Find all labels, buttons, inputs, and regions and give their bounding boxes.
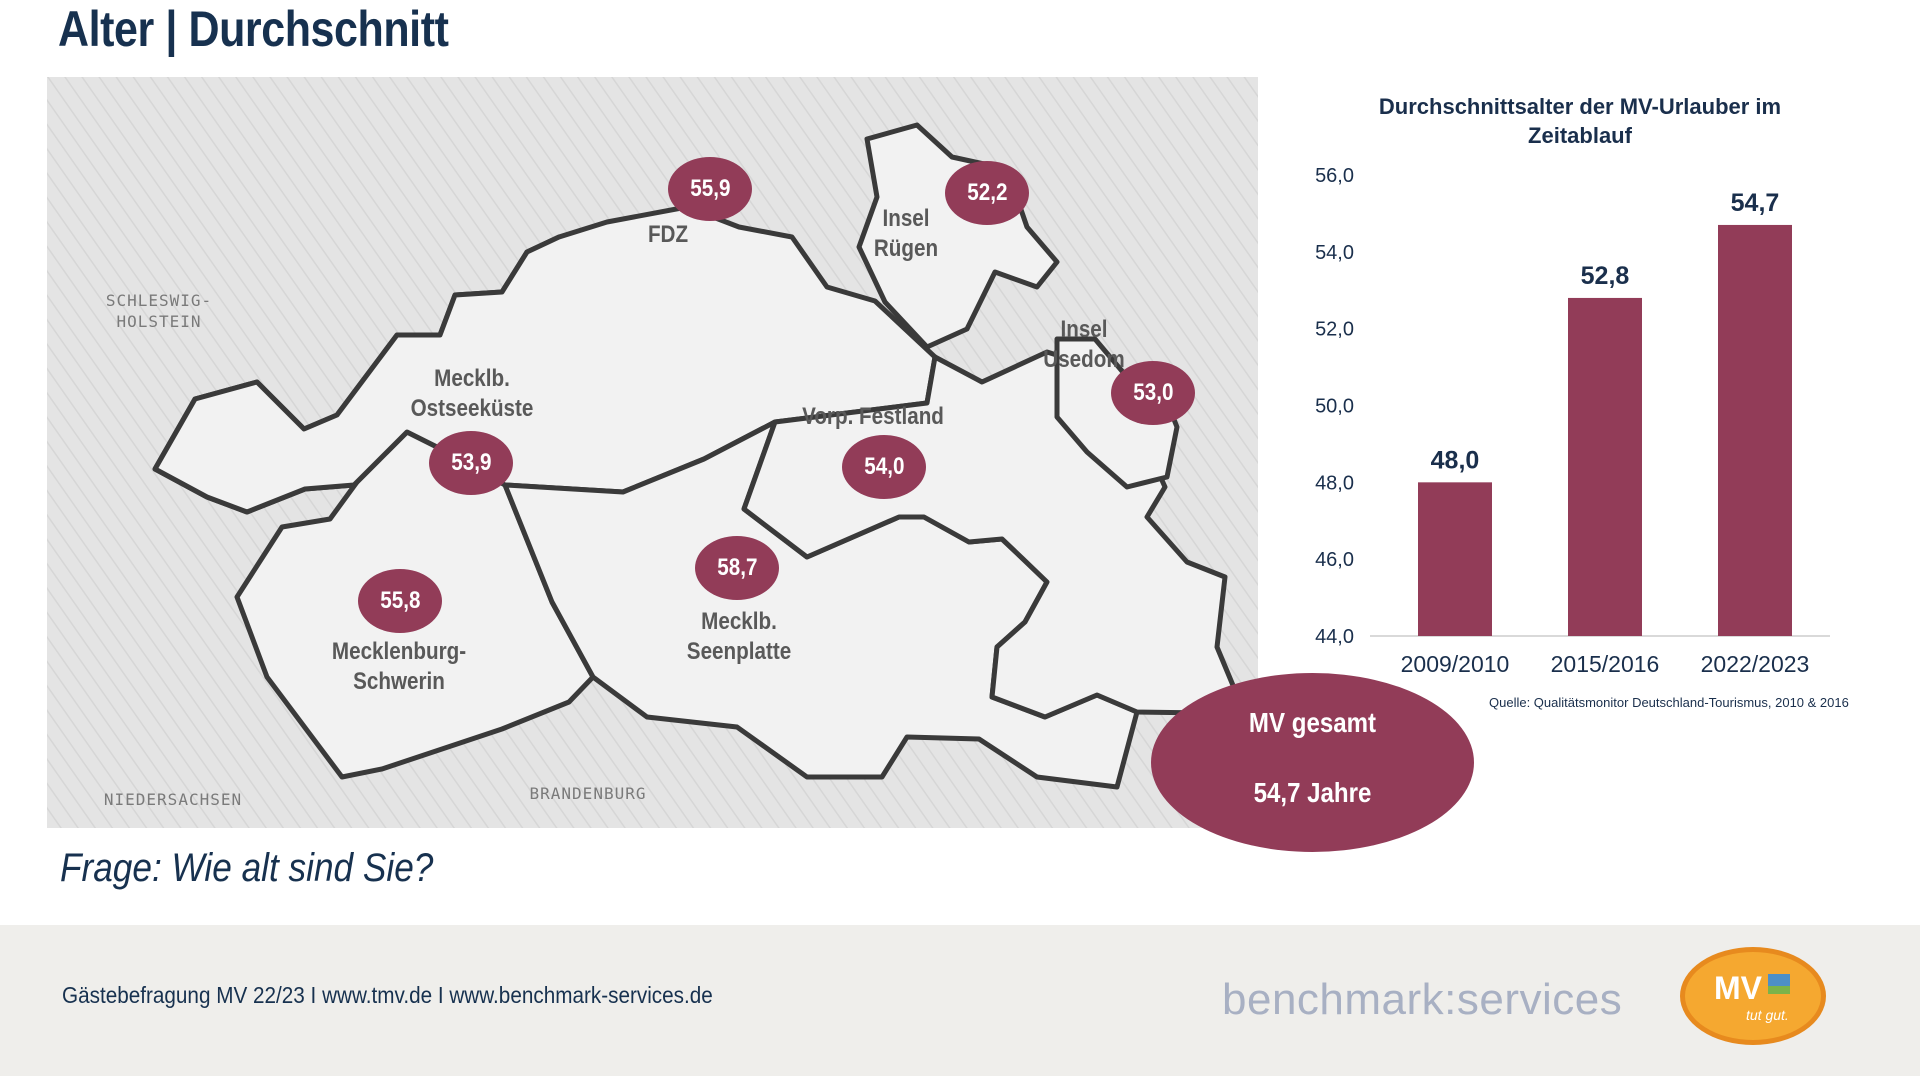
chart-source: Quelle: Qualitätsmonitor Deutschland-Tou… — [1489, 695, 1849, 710]
region-label-usedom: Insel Usedom — [1043, 316, 1125, 373]
value-badge-fdz: 55,9 — [668, 157, 752, 221]
x-tick-label: 2015/2016 — [1551, 651, 1660, 677]
y-tick-label: 46,0 — [1315, 549, 1354, 571]
bar — [1718, 224, 1792, 637]
value-badge-ruegen: 52,2 — [945, 161, 1029, 225]
y-tick-label: 44,0 — [1315, 626, 1354, 648]
region-label-seenplatte: Mecklb. Seenplatte — [686, 608, 792, 665]
state-label-niedersachsen: NIEDERSACHSEN — [103, 790, 243, 809]
benchmark-services-logo: benchmark:services — [1222, 975, 1623, 1024]
bar-chart: 44,0 46,0 48,0 50,0 52,0 54,0 56,0 48,0 2009/201… — [1315, 165, 1830, 677]
footer-text: Gästebefragung MV 22/23 I www.tmv.de I w… — [62, 982, 713, 1008]
y-tick-label: 54,0 — [1315, 242, 1354, 264]
chart-title: Durchschnittsalter der MV-Urlauber im Ze… — [1378, 94, 1782, 148]
mv-logo: MV tut gut. — [1676, 944, 1830, 1049]
page-title: Alter | Durchschnitt — [58, 1, 449, 57]
bar — [1568, 297, 1642, 636]
footer: Gästebefragung MV 22/23 I www.tmv.de I w… — [0, 925, 1920, 1076]
mv-logo-slogan: tut gut. — [1746, 1007, 1789, 1023]
value-badge-ostseekueste: 53,9 — [429, 431, 513, 495]
bar-value-label: 48,0 — [1431, 446, 1480, 474]
y-tick-label: 48,0 — [1315, 472, 1354, 494]
state-label-brandenburg: BRANDENBURG — [529, 784, 647, 803]
y-tick-label: 56,0 — [1315, 165, 1354, 187]
total-badge: MV gesamt 54,7 Jahre — [1151, 673, 1474, 852]
region-map: SCHLESWIG- HOLSTEIN NIEDERSACHSEN BRANDE… — [47, 77, 1258, 828]
value-badge-seenplatte: 58,7 — [695, 536, 779, 600]
total-value: 54,7 Jahre — [1253, 777, 1372, 808]
value-badge-schwerin: 55,8 — [358, 569, 442, 633]
y-tick-label: 52,0 — [1315, 319, 1354, 341]
mv-logo-shape — [1680, 947, 1826, 1045]
region-label-ruegen: Insel Rügen — [873, 205, 939, 262]
value-badge-vorp-festland: 54,0 — [842, 435, 926, 499]
x-tick-label: 2022/2023 — [1701, 651, 1810, 677]
bar — [1418, 482, 1492, 636]
value-badge-usedom: 53,0 — [1111, 361, 1195, 425]
state-label-schleswig-holstein: SCHLESWIG- HOLSTEIN — [105, 291, 213, 331]
mv-logo-text: MV — [1714, 970, 1762, 1006]
region-label-schwerin: Mecklenburg- Schwerin — [331, 638, 467, 695]
bar-value-label: 52,8 — [1581, 262, 1630, 290]
x-tick-label: 2009/2010 — [1401, 651, 1510, 677]
y-tick-label: 50,0 — [1315, 396, 1354, 418]
region-ostsee — [152, 204, 938, 515]
region-usedom — [1054, 336, 1180, 490]
survey-question: Frage: Wie alt sind Sie? — [60, 846, 434, 890]
map-outline — [47, 77, 1258, 828]
total-label: MV gesamt — [1248, 707, 1377, 738]
region-label-fdz: FDZ — [647, 221, 689, 248]
region-label-ostseekueste: Mecklb. Ostseeküste — [410, 365, 534, 422]
bar-value-label: 54,7 — [1731, 189, 1780, 217]
region-label-vorp-festland: Vorp. Festland — [802, 403, 944, 430]
